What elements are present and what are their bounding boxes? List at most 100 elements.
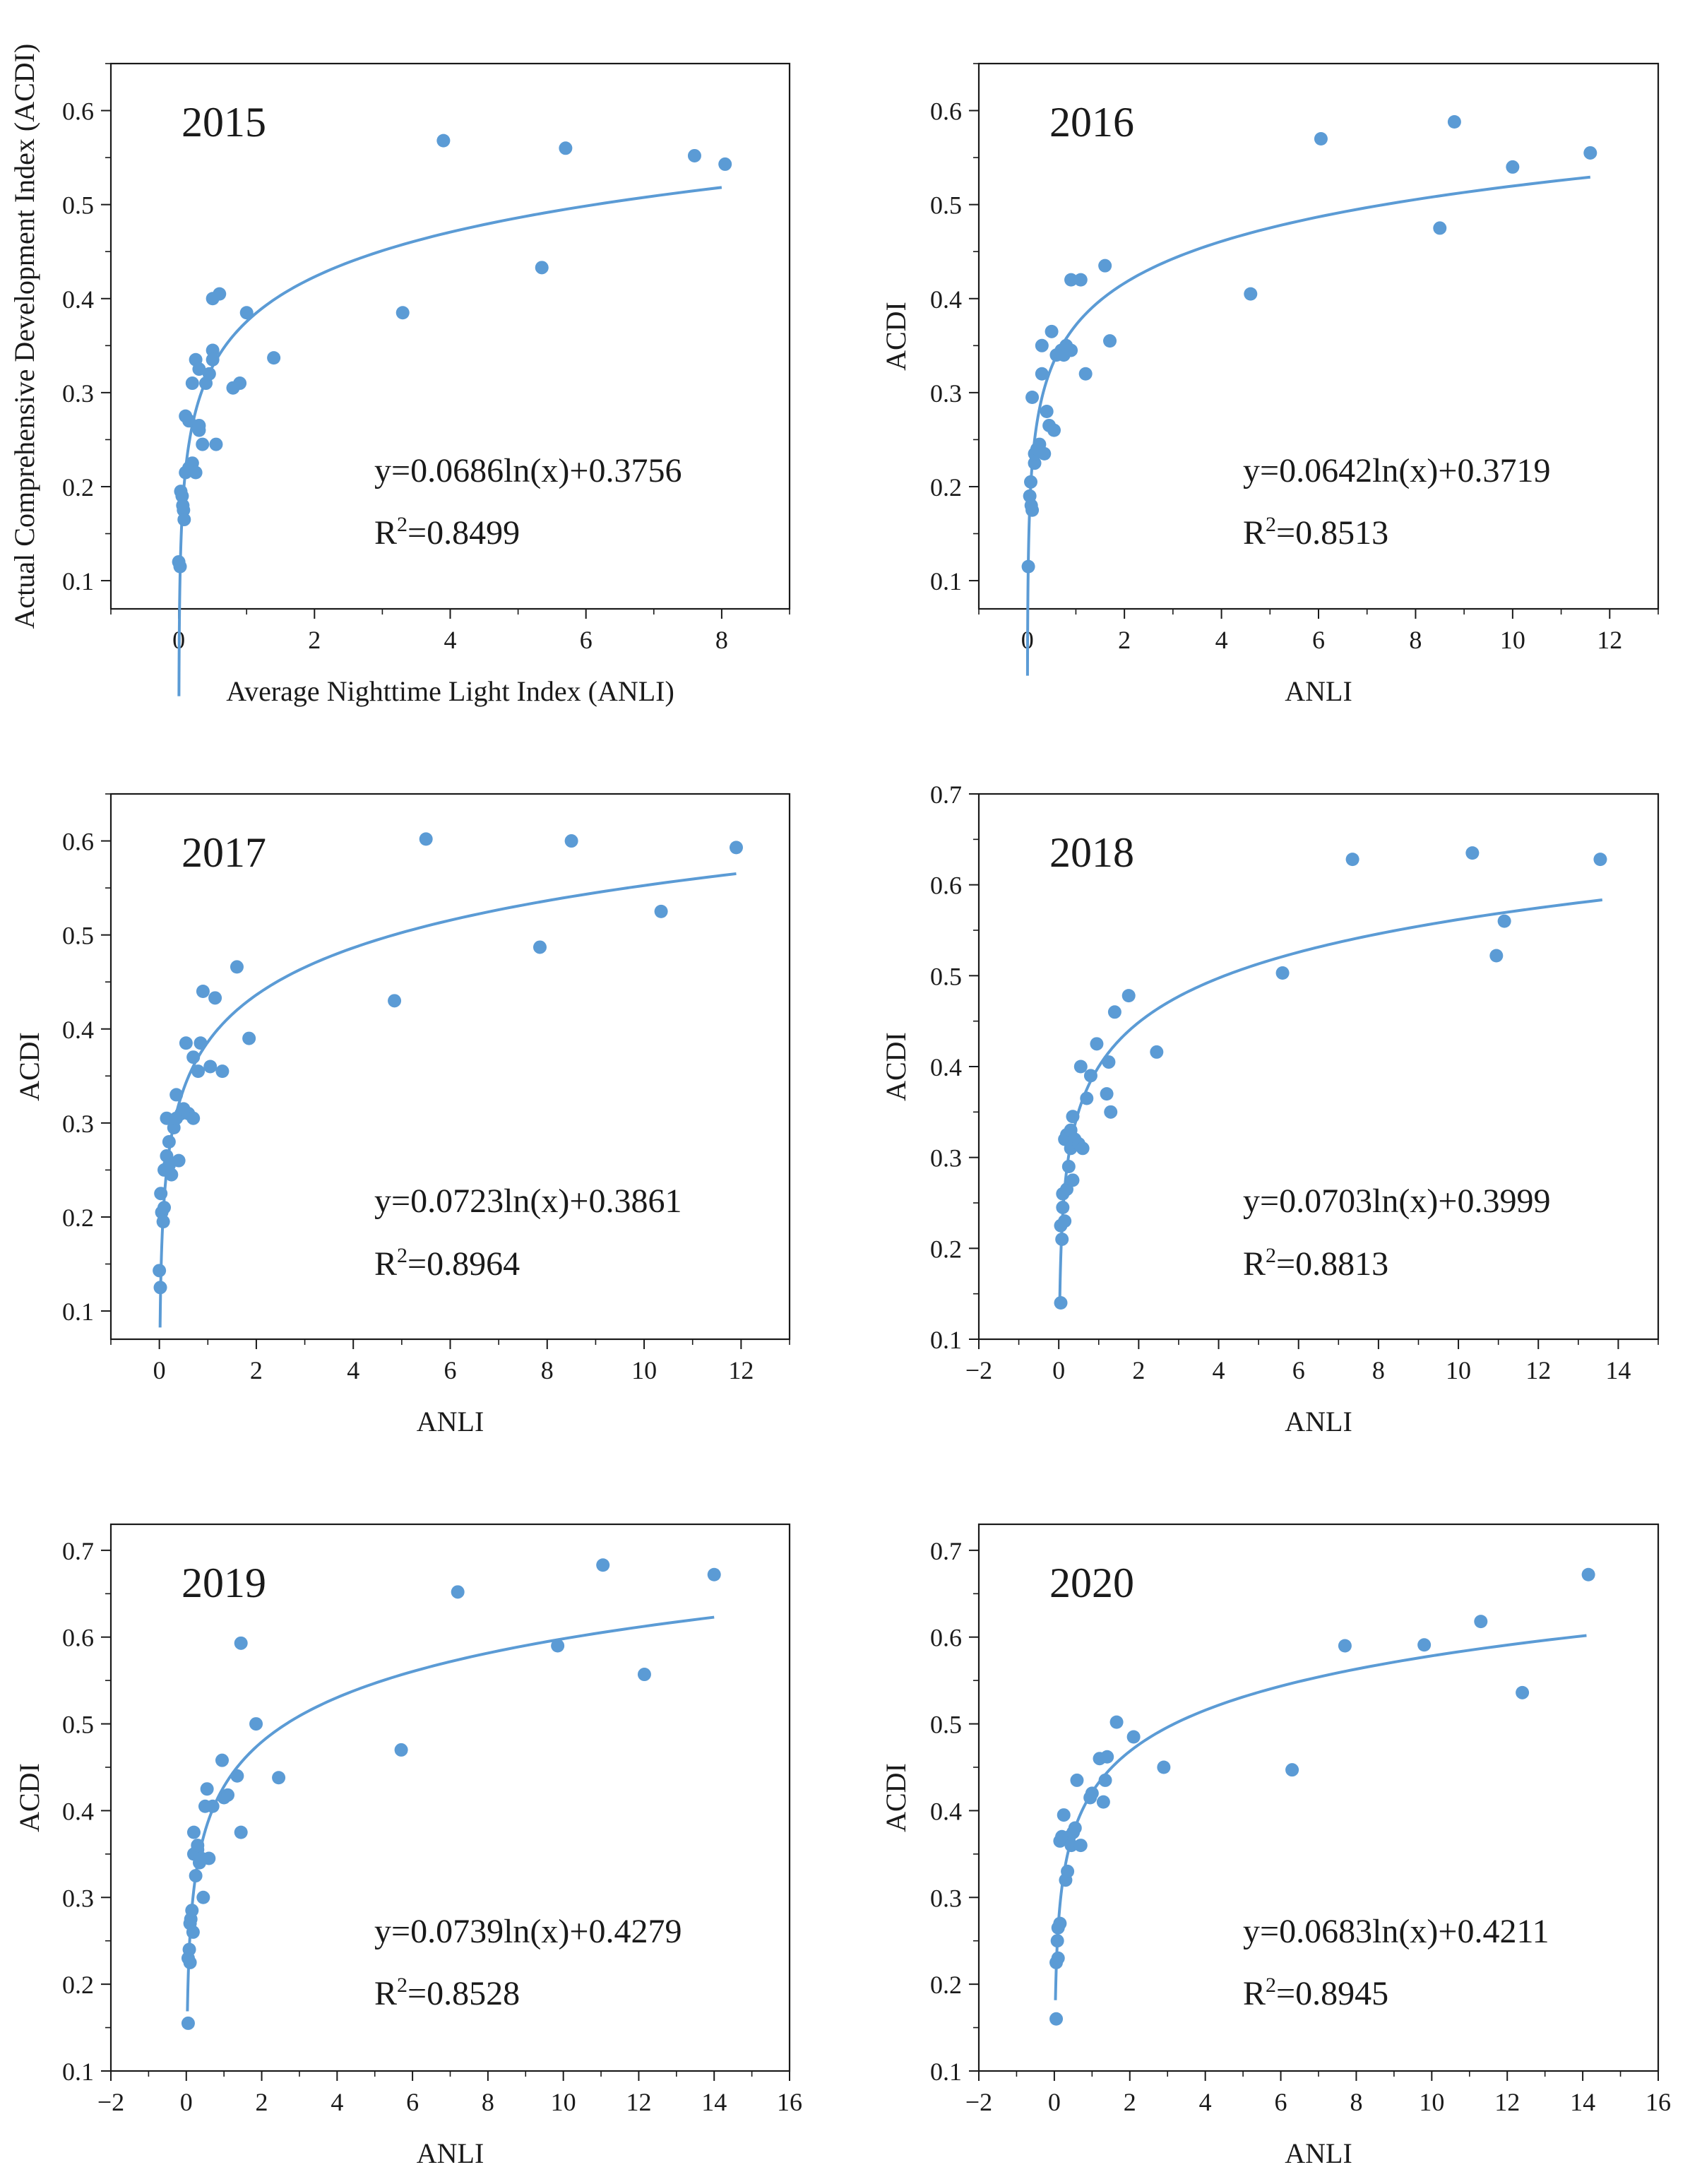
data-point: [1083, 1069, 1097, 1083]
x-tick-label: 4: [1215, 626, 1228, 654]
y-tick-label: 0.2: [930, 1235, 962, 1263]
data-point: [1090, 1037, 1104, 1051]
data-point: [177, 513, 191, 527]
data-point: [1126, 1730, 1141, 1744]
data-point: [1080, 1091, 1094, 1105]
x-tick-label: 6: [1275, 2088, 1287, 2116]
x-tick-label: 4: [1199, 2088, 1212, 2116]
data-point: [596, 1558, 610, 1572]
data-point: [1028, 456, 1042, 470]
y-tick-label: 0.4: [62, 1797, 94, 1825]
data-point: [1047, 423, 1061, 437]
data-point: [186, 1925, 200, 1939]
data-point: [1447, 115, 1461, 129]
x-axis-label: Average Nighttime Light Index (ANLI): [226, 675, 674, 707]
data-point: [1121, 989, 1136, 1003]
r-squared-superscript: 2: [397, 513, 407, 536]
x-tick-label: 14: [1605, 1356, 1631, 1384]
y-tick-label: 0.5: [62, 191, 94, 220]
data-point: [1516, 1685, 1530, 1699]
data-point: [191, 1839, 205, 1853]
y-tick-label: 0.4: [62, 1016, 94, 1044]
data-point: [707, 1567, 721, 1581]
x-tick-label: 12: [1494, 2088, 1520, 2116]
fit-curve: [1025, 175, 1591, 676]
r-squared-label: R2=0.8945: [1243, 1974, 1388, 2012]
x-axis-label: ANLI: [417, 2137, 484, 2169]
y-tick-label: 0.1: [930, 2058, 962, 2086]
data-point: [1098, 259, 1112, 273]
y-tick-label: 0.1: [930, 567, 962, 595]
regression-equation: y=0.0739ln(x)+0.4279: [374, 1913, 682, 1950]
data-point: [239, 306, 254, 320]
data-point: [1064, 273, 1078, 287]
panel-year-label: 2020: [1049, 1560, 1134, 1606]
data-point: [215, 1064, 230, 1079]
y-tick-label: 0.2: [930, 473, 962, 502]
regression-equation: y=0.0723ln(x)+0.3861: [374, 1182, 682, 1220]
data-point: [564, 834, 578, 848]
data-point: [196, 437, 210, 451]
data-point: [192, 362, 206, 376]
data-point: [394, 1743, 408, 1757]
r-squared-label: R2=0.8813: [1243, 1244, 1388, 1283]
data-point: [267, 351, 281, 365]
data-point: [203, 1060, 218, 1074]
data-point: [1025, 391, 1040, 405]
data-point: [200, 1782, 214, 1796]
data-point: [1109, 1715, 1124, 1729]
data-point: [1107, 1005, 1121, 1019]
chart-panel-2019: −2 0 2 4 6 8 10 12 14 16 0.1 0.2 0.3 0.4 0.5 0.6 0.7 ANLI…: [13, 1523, 802, 2169]
fit-curve: [158, 872, 737, 1328]
data-point: [1051, 1951, 1065, 1965]
x-tick-label: 16: [777, 2088, 802, 2116]
data-point: [209, 437, 223, 451]
data-point: [1593, 853, 1607, 867]
y-tick-label: 0.2: [62, 1971, 94, 1999]
r-squared-label: R2=0.8964: [374, 1244, 520, 1283]
y-tick-label: 0.3: [930, 1144, 962, 1173]
data-point: [202, 367, 216, 381]
data-point: [1104, 1105, 1118, 1119]
y-tick-label: 0.1: [62, 2058, 94, 2086]
y-tick-label: 0.7: [930, 781, 962, 809]
y-tick-label: 0.7: [62, 1537, 94, 1565]
r-squared-label: R2=0.8499: [374, 513, 520, 552]
data-point: [186, 1050, 201, 1064]
x-tick-label: 4: [1213, 1356, 1225, 1384]
regression-equation: y=0.0703ln(x)+0.3999: [1243, 1182, 1550, 1220]
data-point: [1150, 1045, 1164, 1059]
data-point: [181, 2016, 195, 2030]
regression-equation: y=0.0642ln(x)+0.3719: [1243, 452, 1550, 489]
x-tick-label: −2: [97, 2088, 124, 2116]
data-point: [1064, 343, 1078, 357]
data-point: [532, 940, 547, 954]
y-tick-label: 0.5: [62, 922, 94, 950]
x-axis-label: ANLI: [1285, 1406, 1352, 1437]
data-point: [1102, 1055, 1116, 1069]
data-point: [535, 261, 549, 275]
fit-curve: [177, 186, 722, 696]
data-point: [153, 1281, 167, 1295]
r-squared-label: R2=0.8528: [374, 1974, 520, 2012]
data-point: [1056, 1200, 1070, 1214]
panel-year-label: 2018: [1049, 829, 1134, 876]
data-point: [221, 1788, 235, 1802]
y-tick-label: 0.6: [62, 97, 94, 126]
y-tick-label: 0.1: [62, 1298, 94, 1326]
r-squared-value: =0.8499: [407, 514, 520, 552]
data-point: [1100, 1087, 1114, 1101]
x-tick-label: 10: [1446, 1356, 1471, 1384]
data-point: [1025, 503, 1040, 517]
x-tick-label: 10: [631, 1356, 657, 1384]
r-squared-prefix: R: [374, 514, 397, 552]
data-point: [451, 1585, 465, 1599]
x-tick-label: 2: [1132, 1356, 1145, 1384]
data-point: [1314, 131, 1328, 146]
data-point: [196, 1890, 210, 1904]
y-tick-label: 0.7: [930, 1537, 962, 1565]
data-point: [1061, 1864, 1075, 1878]
data-point: [272, 1771, 286, 1785]
chart-panel-2016: 0 2 4 6 8 10 120.10.20.30.40.50.6ANLIACDI2016y…: [880, 62, 1660, 707]
x-tick-label: 4: [347, 1356, 359, 1384]
